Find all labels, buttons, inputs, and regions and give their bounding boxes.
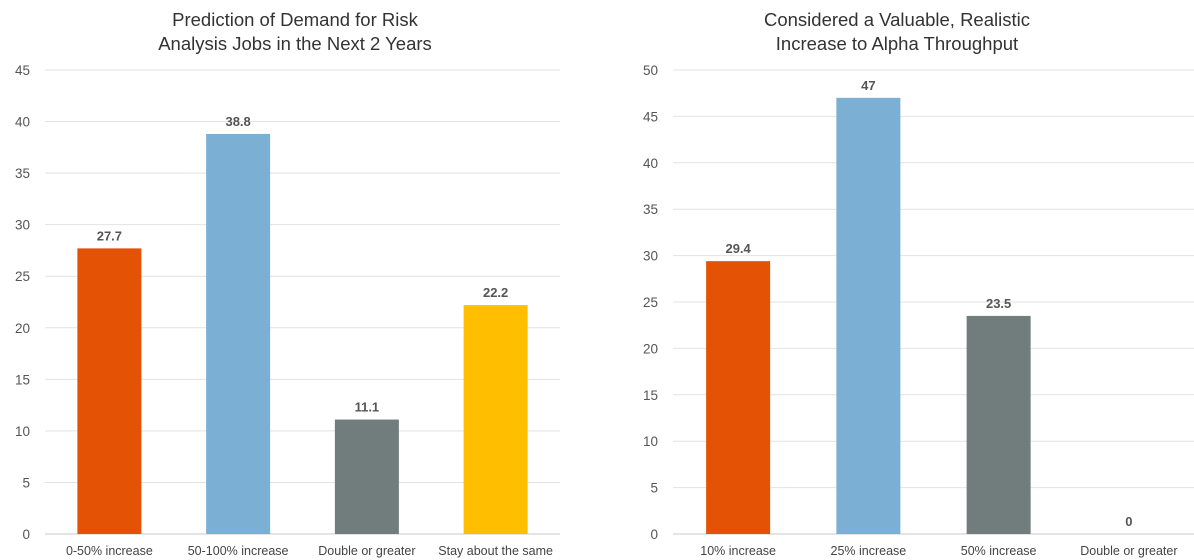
y-tick-label: 5 (22, 475, 30, 490)
chart-alpha-throughput: Considered a Valuable, Realistic Increas… (600, 0, 1194, 560)
y-tick-label: 15 (15, 372, 30, 387)
chart-title-line-1: Prediction of Demand for Risk (172, 9, 418, 30)
x-tick-label: Double or greater (1080, 544, 1177, 558)
y-tick-label: 40 (15, 115, 30, 130)
chart-title: Considered a Valuable, Realistic Increas… (600, 8, 1194, 56)
bar (836, 97, 901, 534)
data-label: 11.1 (355, 400, 380, 415)
data-label: 0 (1125, 514, 1132, 529)
chart-title-line-2: Increase to Alpha Throughput (775, 33, 1019, 54)
data-label: 47 (861, 78, 875, 93)
data-labels: 27.7 38.8 11.1 22.2 (97, 114, 509, 415)
x-tick-label: 50% increase (961, 544, 1037, 558)
y-tick-label: 10 (15, 424, 30, 439)
y-tick-label: 45 (15, 63, 30, 78)
bar (77, 248, 142, 535)
x-tick-label: 10% increase (700, 544, 776, 558)
bar (966, 315, 1031, 534)
y-tick-label: 10 (643, 434, 658, 449)
y-tick-label: 0 (22, 527, 30, 542)
x-tick-label: Double or greater (318, 544, 415, 558)
y-tick-label: 25 (15, 269, 30, 284)
y-tick-label: 35 (15, 166, 30, 181)
chart-title-line-1: Considered a Valuable, Realistic (763, 9, 1030, 30)
data-label: 23.5 (986, 296, 1011, 311)
y-tick-label: 15 (643, 388, 658, 403)
y-tick-label: 30 (15, 218, 30, 233)
y-tick-label: 20 (15, 321, 30, 336)
x-axis: 0-50% increase 50-100% increase Double or … (66, 544, 553, 558)
x-axis: 10% increase 25% increase 50% increase Doub… (700, 544, 1177, 558)
chart-title: Prediction of Demand for Risk Analysis J… (0, 8, 590, 56)
bar-chart-plot: 0 5 10 15 20 25 30 35 40 45 50 29.4 47 23.5 0 10% incre… (643, 63, 1194, 558)
bar-chart-plot: 0 5 10 15 20 25 30 35 40 45 27.7 38.8 11.1 22.2 0-50% … (15, 63, 560, 558)
data-label: 38.8 (225, 114, 250, 129)
chart-demand-prediction: Prediction of Demand for Risk Analysis J… (0, 0, 590, 560)
y-tick-label: 30 (643, 249, 658, 264)
data-label: 29.4 (725, 241, 751, 256)
bar (334, 419, 399, 534)
y-tick-label: 35 (643, 202, 658, 217)
y-axis: 0 5 10 15 20 25 30 35 40 45 (15, 63, 30, 542)
chart-title-line-2: Analysis Jobs in the Next 2 Years (158, 33, 432, 54)
x-tick-label: 50-100% increase (188, 544, 289, 558)
bar (706, 261, 771, 534)
bar (206, 133, 271, 534)
y-tick-label: 5 (650, 481, 658, 496)
data-labels: 29.4 47 23.5 0 (725, 78, 1132, 529)
y-tick-label: 45 (643, 109, 658, 124)
y-tick-label: 50 (643, 63, 658, 78)
x-tick-label: Stay about the same (438, 544, 553, 558)
x-tick-label: 0-50% increase (66, 544, 153, 558)
y-tick-label: 40 (643, 156, 658, 171)
y-axis: 0 5 10 15 20 25 30 35 40 45 50 (643, 63, 658, 542)
bars (706, 97, 1031, 534)
bar (463, 305, 528, 534)
y-tick-label: 20 (643, 341, 658, 356)
y-tick-label: 25 (643, 295, 658, 310)
bars (77, 133, 528, 535)
data-label: 27.7 (97, 228, 122, 243)
data-label: 22.2 (483, 285, 508, 300)
y-tick-label: 0 (650, 527, 658, 542)
x-tick-label: 25% increase (831, 544, 907, 558)
